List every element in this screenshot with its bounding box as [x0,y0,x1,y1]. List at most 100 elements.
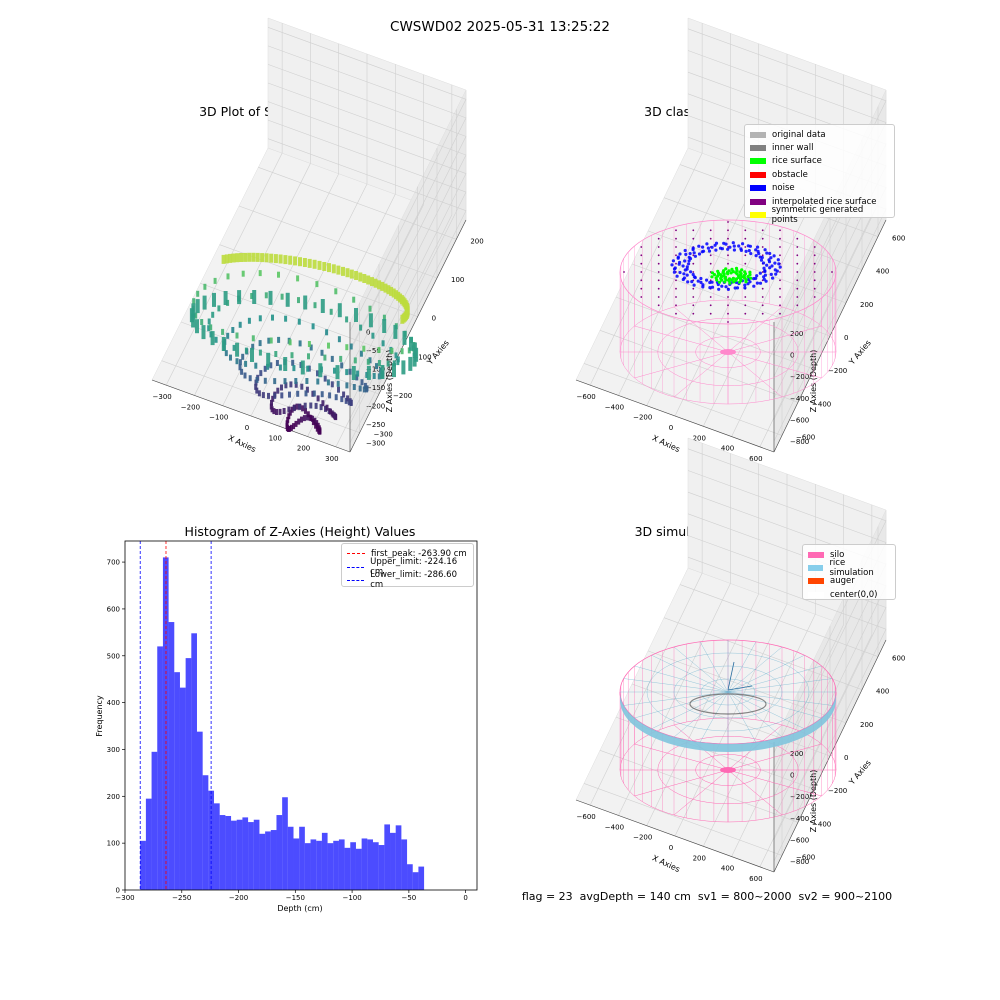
noise-point [705,278,709,282]
y-tick-label: 400 [876,268,889,276]
noise-point [710,245,714,249]
interpolated-point [796,254,799,257]
y-tick-label: 100 [107,840,120,848]
raw-point [390,347,394,354]
interpolated-point [727,321,729,323]
raw-point [366,358,370,365]
histogram-bar [401,839,408,890]
interpolated-point [709,237,712,240]
raw-point [316,395,320,402]
raw-point [386,360,390,367]
z-tick-label: −100 [366,365,385,373]
grid-line [631,683,831,757]
silo-floor-spoke [673,769,729,816]
raw-point [254,383,258,390]
noise-point [759,258,764,262]
interpolated-point [675,287,677,290]
grid-line [663,197,863,270]
interpolated-point [779,304,781,307]
noise-point [755,274,759,278]
noise-point [687,255,691,259]
x-axis-line [575,379,775,453]
grid-line [687,28,887,333]
noise-point [697,252,702,256]
raw-point [224,350,228,357]
interpolated-point [744,304,747,307]
raw-point [286,416,290,423]
interpolated-point [796,304,799,307]
raw-point [377,280,382,290]
raw-point [319,404,323,411]
raw-point [255,376,259,383]
grid-line [663,617,863,690]
grid-line [615,296,815,370]
legend-item: center(0,0) [808,588,890,601]
interpolated-point [640,246,643,248]
raw-point [231,327,235,333]
legend-label: rice surface [772,156,822,167]
x-tick-label: −400 [605,403,624,411]
histogram-bar [316,840,322,890]
raw-point [289,424,293,431]
histogram-bar [333,840,339,890]
rice-point [744,280,748,284]
x-tick-label: 400 [721,865,734,873]
raw-point [337,386,340,393]
legend-item: Lower_limit: -286.60 cm [347,570,468,590]
raw-point [288,255,293,265]
raw-point [327,263,331,273]
raw-point [298,257,302,267]
raw-point [280,392,284,399]
histogram-bar [265,831,271,890]
raw-point [359,350,363,357]
raw-point [372,373,376,379]
interpolated-point [779,229,781,232]
raw-point [274,351,278,357]
noise-point [714,241,719,245]
raw-point [195,319,199,334]
x-axis-label: X Axies [227,433,258,454]
raw-point [309,415,313,422]
raw-point [320,349,324,356]
histogram-bar [395,825,402,890]
raw-point [323,354,327,361]
interpolated-point [727,296,729,298]
raw-point [309,402,313,409]
raw-point [259,370,263,377]
classify-legend: original data inner wall rice surface ob… [744,124,895,225]
interpolated-point [692,237,695,240]
z-tick-label: 200 [790,330,803,338]
legend-item: Upper_limit: -224.16 cm [347,557,468,577]
grid-line [279,194,396,427]
raw-point [314,402,318,409]
raw-point [329,308,333,315]
raw-point [195,299,200,314]
interpolated-point [779,312,781,315]
interpolated-point [709,296,712,298]
raw-point [368,357,372,364]
interpolated-point [675,254,677,257]
legend-item: rice surface [750,155,889,168]
noise-point [671,259,676,263]
histogram-bars [140,557,425,890]
plot-raw-3d: 3D Plot of Silo Interior(row data) −300−… [151,17,484,463]
noise-point [701,245,705,249]
noise-point [691,246,695,250]
raw-point [305,378,309,384]
noise-point [732,244,736,248]
raw-point [366,275,371,285]
histogram-bar [299,826,305,890]
raw-point [244,347,248,354]
raw-point [247,252,252,262]
histogram-bar [390,832,396,890]
histogram-bar [270,830,277,890]
interpolated-point [709,229,712,232]
histogram-bar [259,833,266,890]
rice-point [746,275,750,279]
plot-simulation-3d: 3D simulation of Silo Interior −600−400−… [575,437,905,883]
raw-point [283,255,288,265]
interpolated-point [813,287,816,290]
noise-point [689,270,693,274]
raw-point [241,353,245,360]
noise-point [744,249,748,253]
